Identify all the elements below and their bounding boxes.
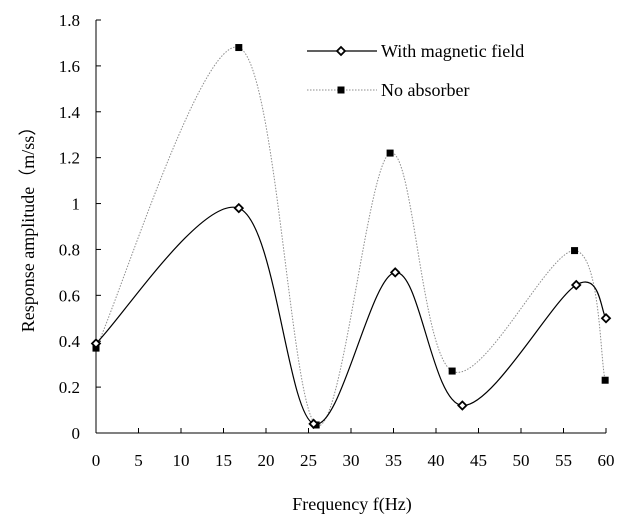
x-tick-label: 50 bbox=[513, 451, 530, 470]
x-tick-label: 35 bbox=[385, 451, 402, 470]
legend: With magnetic field No absorber bbox=[307, 41, 524, 100]
x-axis-title: Frequency f(Hz) bbox=[292, 494, 411, 515]
y-axis-title: Response amplitude（m/ss） bbox=[18, 118, 38, 333]
data-point-square bbox=[337, 86, 345, 94]
plot-area bbox=[90, 44, 612, 430]
series-line-1 bbox=[95, 46, 606, 426]
y-tick-label: 0.2 bbox=[59, 378, 80, 397]
x-tick-label: 25 bbox=[300, 451, 317, 470]
legend-label-1: No absorber bbox=[381, 80, 469, 100]
y-tick-label: 1.6 bbox=[59, 57, 80, 76]
y-tick-label: 1 bbox=[72, 195, 81, 214]
y-tick-label: 0 bbox=[72, 424, 81, 443]
data-point-diamond bbox=[308, 418, 319, 430]
data-point-square bbox=[235, 44, 243, 52]
axes: 0 0.2 0.4 0.6 0.8 1 1.2 1.4 1.6 1.8 0 5 10 15 20 25 30 35… bbox=[59, 11, 615, 470]
data-point-diamond bbox=[233, 202, 245, 214]
y-tick-label: 1.8 bbox=[59, 11, 80, 30]
x-tick-label: 40 bbox=[428, 451, 445, 470]
x-tick-label: 5 bbox=[134, 451, 143, 470]
y-tick-label: 1.4 bbox=[59, 103, 81, 122]
data-point-square bbox=[571, 247, 579, 255]
x-tick-label: 30 bbox=[343, 451, 360, 470]
x-tick-label: 15 bbox=[215, 451, 232, 470]
y-tick-label: 0.6 bbox=[59, 286, 80, 305]
data-point-diamond bbox=[600, 313, 612, 324]
data-point-diamond bbox=[90, 338, 102, 349]
data-point-diamond bbox=[457, 400, 468, 411]
data-point-square bbox=[601, 376, 609, 384]
x-tick-label: 55 bbox=[555, 451, 572, 470]
x-tick-label: 60 bbox=[598, 451, 615, 470]
legend-label-0: With magnetic field bbox=[381, 41, 524, 61]
x-tick-label: 10 bbox=[173, 451, 190, 470]
data-point-diamond bbox=[389, 267, 401, 278]
x-tick-label: 45 bbox=[470, 451, 487, 470]
y-tick-label: 1.2 bbox=[59, 149, 80, 168]
x-tick-label: 0 bbox=[92, 451, 101, 470]
data-point-diamond bbox=[335, 45, 347, 57]
x-tick-label: 20 bbox=[258, 451, 275, 470]
y-tick-label: 0.4 bbox=[59, 332, 81, 351]
data-point-square bbox=[448, 367, 456, 375]
data-point-square bbox=[386, 149, 394, 157]
data-point-diamond bbox=[570, 279, 582, 291]
y-tick-label: 0.8 bbox=[59, 240, 80, 259]
